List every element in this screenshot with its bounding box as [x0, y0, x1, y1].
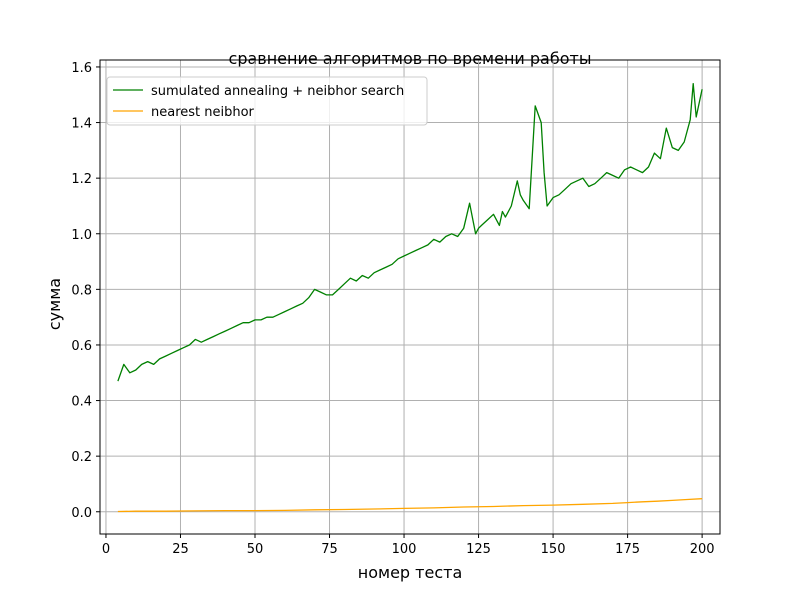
series-line-nearest	[117, 498, 703, 513]
y-tick-label: 1.2	[71, 172, 92, 187]
x-tick-label: 25	[172, 542, 189, 557]
x-tick-label: 50	[247, 542, 264, 557]
x-axis-label: номер теста	[358, 563, 463, 582]
ticks: 0 25 50 75 100 125 150 175 200 0.0 0.2 0.4 0.6 0.8 1.0…	[71, 61, 714, 557]
x-tick-label: 200	[690, 542, 715, 557]
x-tick-label: 100	[392, 542, 417, 557]
legend-box	[106, 76, 428, 126]
x-tick-label: 150	[541, 542, 566, 557]
x-tick-label: 125	[466, 542, 491, 557]
y-tick-label: 1.0	[71, 228, 92, 243]
y-tick-label: 0.6	[71, 339, 92, 354]
grid	[100, 60, 720, 534]
y-tick-label: 1.4	[71, 117, 92, 132]
y-tick-label: 0.4	[71, 395, 92, 410]
series-line-annealing	[117, 82, 703, 382]
x-tick-label: 175	[615, 542, 640, 557]
x-tick-label: 75	[321, 542, 338, 557]
legend-label-nearest: nearest neibhor	[151, 105, 255, 120]
y-axis-label: сумма	[45, 278, 64, 330]
y-tick-label: 0.8	[71, 283, 92, 298]
y-tick-label: 0.0	[71, 506, 92, 521]
legend: sumulated annealing + neibhor search nea…	[106, 76, 428, 126]
series-layer	[117, 82, 703, 513]
y-tick-label: 1.6	[71, 61, 92, 76]
x-tick-label: 0	[102, 542, 110, 557]
y-tick-label: 0.2	[71, 450, 92, 465]
legend-label-annealing: sumulated annealing + neibhor search	[151, 84, 404, 99]
plot-frame	[99, 59, 721, 535]
chart-title: сравнение алгоритмов по времени работы	[229, 49, 592, 68]
